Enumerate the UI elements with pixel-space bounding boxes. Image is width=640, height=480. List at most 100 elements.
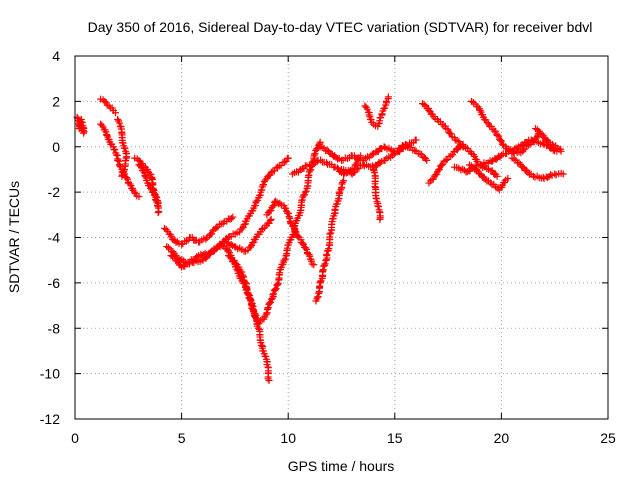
data-point bbox=[266, 299, 274, 307]
series-arc-21 bbox=[468, 97, 544, 158]
data-point bbox=[280, 256, 288, 264]
data-point bbox=[294, 232, 302, 240]
data-point bbox=[267, 168, 275, 176]
data-point bbox=[412, 136, 420, 144]
data-point bbox=[126, 180, 134, 188]
series-arc-18 bbox=[369, 165, 384, 223]
data-point bbox=[147, 184, 155, 192]
series-arc-23 bbox=[465, 161, 512, 194]
data-point bbox=[311, 150, 319, 158]
x-tick-label: 25 bbox=[600, 430, 616, 446]
data-point bbox=[321, 260, 329, 268]
data-point bbox=[381, 104, 389, 112]
data-point bbox=[521, 145, 529, 153]
data-point bbox=[266, 217, 274, 225]
data-point bbox=[267, 207, 275, 215]
data-point bbox=[303, 245, 311, 253]
series-arc-14 bbox=[312, 177, 348, 305]
data-point bbox=[103, 131, 111, 139]
data-point bbox=[264, 375, 272, 383]
data-point bbox=[248, 302, 256, 310]
data-point bbox=[119, 168, 127, 176]
series-arc-7 bbox=[161, 213, 237, 248]
data-point bbox=[340, 177, 348, 185]
x-tick-label: 0 bbox=[71, 430, 79, 446]
data-point bbox=[496, 136, 504, 144]
data-point bbox=[112, 109, 120, 117]
data-point bbox=[425, 106, 433, 114]
data-point bbox=[227, 240, 235, 248]
data-point bbox=[98, 121, 106, 129]
data-point bbox=[498, 151, 506, 159]
data-point bbox=[326, 230, 334, 238]
y-tick-label: 0 bbox=[52, 139, 60, 155]
data-point bbox=[182, 237, 190, 245]
data-point bbox=[274, 200, 282, 208]
y-tick-label: -8 bbox=[48, 320, 61, 336]
y-tick-label: -6 bbox=[48, 275, 61, 291]
data-point bbox=[297, 165, 305, 173]
grid bbox=[75, 56, 608, 419]
data-point bbox=[291, 227, 299, 235]
data-point bbox=[270, 201, 278, 209]
data-point bbox=[148, 175, 156, 183]
data-point bbox=[497, 137, 505, 145]
data-point bbox=[172, 238, 180, 246]
data-point bbox=[549, 140, 557, 148]
plot-frame bbox=[74, 55, 609, 420]
data-points bbox=[73, 93, 567, 384]
data-point bbox=[301, 188, 309, 196]
data-point bbox=[141, 172, 149, 180]
data-point bbox=[495, 132, 503, 140]
data-point bbox=[437, 161, 445, 169]
data-point bbox=[147, 170, 155, 178]
data-point bbox=[305, 251, 313, 259]
data-point bbox=[251, 312, 259, 320]
data-point bbox=[493, 172, 501, 180]
series-arc-16 bbox=[338, 136, 420, 178]
x-tick-label: 20 bbox=[494, 430, 510, 446]
y-tick-label: -12 bbox=[40, 411, 60, 427]
data-point bbox=[150, 188, 158, 196]
data-point bbox=[320, 261, 328, 269]
data-point bbox=[265, 376, 273, 384]
y-tick-label: 2 bbox=[52, 93, 60, 109]
data-point bbox=[270, 290, 278, 298]
data-point bbox=[376, 215, 384, 223]
data-point bbox=[229, 213, 237, 221]
data-point bbox=[114, 116, 122, 124]
data-point bbox=[123, 174, 131, 182]
data-point bbox=[313, 145, 321, 153]
data-point bbox=[124, 175, 132, 183]
x-tick-label: 5 bbox=[178, 430, 186, 446]
data-point bbox=[298, 239, 306, 247]
data-point bbox=[224, 246, 232, 254]
data-point bbox=[282, 204, 290, 212]
data-point bbox=[302, 244, 310, 252]
y-tick-label: -2 bbox=[48, 184, 61, 200]
data-point bbox=[553, 144, 561, 152]
data-point bbox=[438, 120, 446, 128]
data-point bbox=[333, 164, 341, 172]
data-point bbox=[420, 101, 428, 109]
data-point bbox=[292, 228, 300, 236]
data-point bbox=[153, 193, 161, 201]
data-point bbox=[281, 158, 289, 166]
data-point bbox=[169, 253, 177, 261]
series-arc-4 bbox=[114, 116, 131, 180]
data-point bbox=[274, 163, 282, 171]
axes: 0 5 10 15 20 25 -12 -10 -8 -6 -4 -2 0 2 4 bbox=[40, 48, 616, 446]
data-point bbox=[238, 268, 246, 276]
data-point bbox=[260, 181, 268, 189]
data-point bbox=[243, 286, 251, 294]
data-point bbox=[423, 156, 431, 164]
data-point bbox=[135, 193, 143, 201]
series-arc-25 bbox=[532, 125, 565, 155]
data-point bbox=[442, 156, 450, 164]
data-point bbox=[447, 130, 455, 138]
data-point bbox=[252, 197, 260, 205]
data-point bbox=[469, 98, 477, 106]
chart-title: Day 350 of 2016, Sidereal Day-to-day VTE… bbox=[88, 19, 593, 35]
series-arc-1 bbox=[73, 113, 88, 137]
